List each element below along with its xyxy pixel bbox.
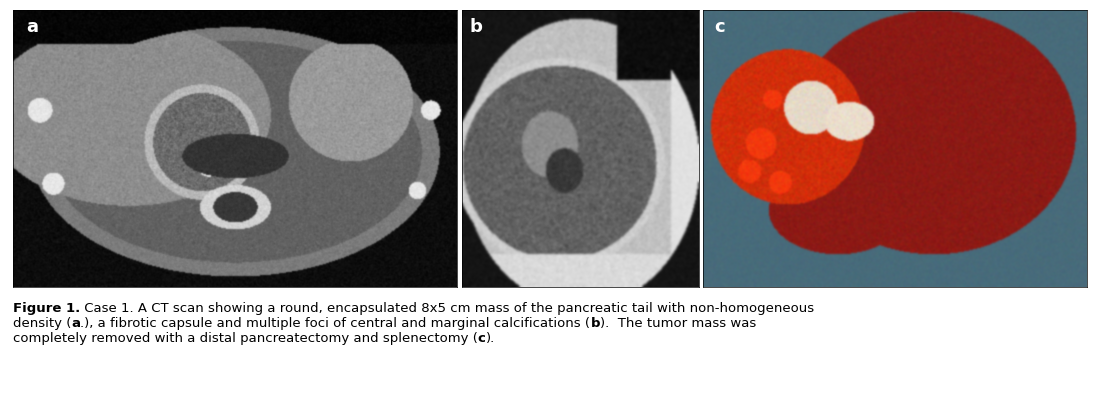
Text: Case 1. A CT scan showing a round, encapsulated 8x5 cm mass of the pancreatic ta: Case 1. A CT scan showing a round, encap… [80,302,814,315]
Text: completely removed with a distal pancreatectomy and splenectomy (: completely removed with a distal pancrea… [13,332,478,345]
Text: a: a [71,317,81,330]
Text: density (: density ( [13,317,71,330]
Text: b: b [590,317,600,330]
Text: b: b [469,18,482,36]
Text: a: a [26,18,38,36]
Text: c: c [478,332,485,345]
Text: Figure 1.: Figure 1. [13,302,80,315]
Text: .), a fibrotic capsule and multiple foci of central and marginal calcifications : .), a fibrotic capsule and multiple foci… [81,317,590,330]
Text: ).: ). [485,332,495,345]
Text: c: c [715,18,725,36]
Text: ).  The tumor mass was: ). The tumor mass was [600,317,756,330]
